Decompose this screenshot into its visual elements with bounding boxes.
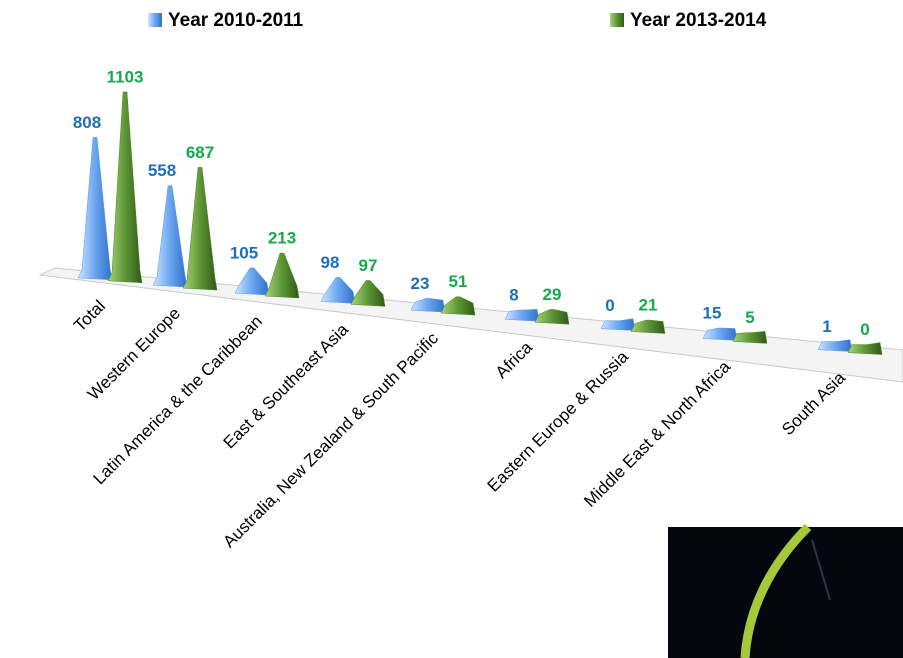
data-label: 5 (745, 308, 754, 327)
data-label: 29 (543, 285, 562, 304)
legend-label: Year 2013-2014 (630, 10, 767, 31)
bar (234, 267, 270, 296)
bar (440, 296, 476, 316)
inset-photo (668, 523, 903, 658)
data-label: 0 (860, 320, 869, 339)
data-label: 23 (411, 274, 430, 293)
bar (702, 327, 738, 341)
data-label: 15 (703, 304, 722, 323)
bar (504, 309, 540, 322)
bar (182, 167, 218, 291)
data-label: 97 (359, 256, 378, 275)
bar (600, 318, 636, 331)
bar (350, 280, 386, 307)
data-label: 98 (321, 253, 340, 272)
data-label: 21 (639, 296, 658, 315)
bar (732, 331, 768, 344)
bar (264, 252, 300, 299)
bar (630, 319, 666, 334)
x-tick-label: South Asia (778, 368, 849, 439)
data-label: 51 (449, 272, 468, 291)
legend-label: Year 2010-2011 (168, 10, 304, 31)
data-label: 808 (73, 113, 101, 132)
data-label: 558 (148, 161, 176, 180)
x-tick-label: Australia, New Zealand & South Pacific (219, 328, 442, 551)
bar (847, 342, 883, 355)
data-label: 8 (509, 285, 518, 304)
legend-swatch (148, 13, 162, 27)
data-label: 1 (822, 317, 831, 336)
data-label: 105 (230, 243, 258, 262)
legend-swatch (610, 13, 624, 27)
x-tick-label: Total (70, 296, 109, 335)
data-label: 213 (268, 229, 296, 248)
data-label: 0 (605, 296, 614, 315)
bar (534, 309, 570, 325)
x-tick-label: Latin America & the Caribbean (90, 312, 266, 488)
bar (77, 137, 113, 281)
data-label: 687 (186, 143, 214, 162)
bar (320, 277, 356, 304)
bar (817, 339, 853, 352)
x-tick-label: Africa (492, 337, 537, 382)
bar (410, 298, 446, 313)
bar (107, 91, 143, 284)
bar (152, 185, 188, 288)
data-label: 1103 (107, 67, 144, 86)
